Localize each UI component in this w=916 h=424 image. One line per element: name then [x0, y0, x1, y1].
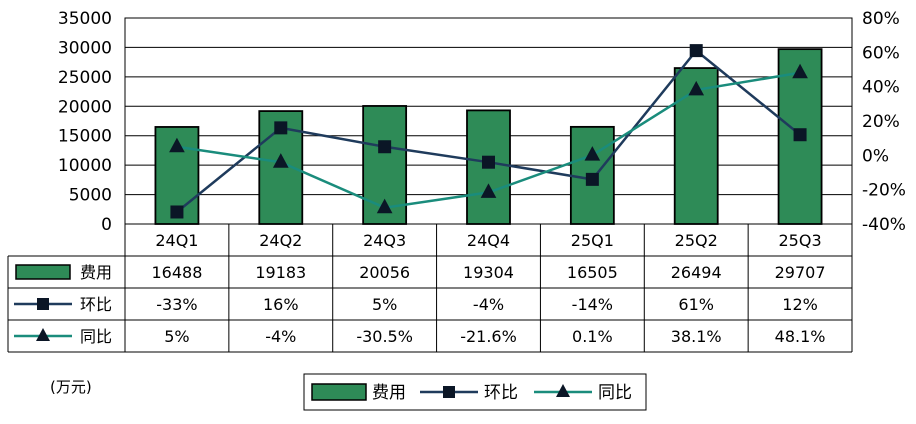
legend-label-同比: 同比: [598, 383, 632, 403]
table-cell: 5%: [372, 295, 397, 314]
row-label-同比: 同比: [80, 327, 112, 346]
x-tick-label: 25Q3: [779, 231, 822, 250]
table-cell: 16505: [567, 263, 618, 282]
y-right-tick-label: 0%: [862, 146, 889, 166]
x-tick-label: 25Q1: [571, 231, 614, 250]
marker-环比-25Q1: [585, 172, 599, 186]
row-label-环比: 环比: [80, 295, 112, 314]
y-left-tick-label: 10000: [58, 156, 112, 176]
marker-环比-25Q3: [793, 128, 807, 142]
table-cell: 12%: [782, 295, 818, 314]
table-cell: -4%: [265, 327, 296, 346]
table-cell: 19183: [255, 263, 306, 282]
x-tick-label: 24Q1: [155, 231, 198, 250]
legend-label-环比: 环比: [484, 383, 518, 403]
table-cell: 48.1%: [775, 327, 826, 346]
table-cell: 29707: [775, 263, 826, 282]
marker-同比-24Q4: [480, 183, 497, 198]
legend: 费用 环比 同比: [303, 373, 647, 411]
table-key-费用: [15, 264, 71, 280]
legend-key-marker-同比: [556, 384, 570, 397]
y-left-tick-label: 30000: [58, 38, 112, 58]
marker-同比-25Q1: [584, 146, 601, 161]
table-cell: 5%: [164, 327, 189, 346]
marker-同比-24Q2: [272, 153, 289, 168]
table-cell: 16488: [151, 263, 202, 282]
y-right-tick-label: 80%: [862, 9, 900, 29]
legend-key-费用: [311, 383, 367, 401]
line-series: [169, 44, 808, 219]
table-cell: -33%: [156, 295, 197, 314]
table-cell: 16%: [263, 295, 299, 314]
table-key-marker-同比: [36, 328, 50, 341]
legend-label-费用: 费用: [372, 383, 406, 403]
legend-key-marker-环比: [443, 386, 455, 398]
y-left-tick-label: 5000: [69, 186, 112, 206]
x-tick-label: 24Q4: [467, 231, 510, 250]
table-cell: 0.1%: [572, 327, 613, 346]
x-tick-label: 25Q2: [675, 231, 718, 250]
y-left-tick-label: 35000: [58, 9, 112, 29]
table-cell: 19304: [463, 263, 514, 282]
marker-同比-25Q3: [792, 63, 808, 79]
y-left-tick-label: 20000: [58, 97, 112, 117]
marker-环比-24Q1: [170, 205, 184, 219]
x-tick-label: 24Q3: [363, 231, 406, 250]
table-key-marker-环比: [37, 298, 49, 310]
table-cell: -14%: [572, 295, 613, 314]
y-left-tick-label: 15000: [58, 127, 112, 147]
bar-24Q4: [466, 109, 511, 225]
y-left-tick-label: 0: [101, 215, 112, 235]
marker-环比-24Q2: [274, 121, 288, 135]
table-cell: 20056: [359, 263, 410, 282]
axes: 0 5000 10000 15000 20000 25000 30000 35000 -40% -…: [58, 9, 906, 235]
table-cell: -21.6%: [460, 327, 517, 346]
marker-同比-24Q3: [376, 198, 393, 214]
row-label-费用: 费用: [80, 263, 112, 282]
marker-环比-25Q2: [689, 44, 703, 58]
marker-环比-24Q3: [378, 140, 392, 154]
data-table: 24Q1 24Q2 24Q3 24Q4 25Q1 25Q2 25Q3 费用 16488 19183…: [7, 223, 853, 353]
x-tick-label: 24Q2: [259, 231, 302, 250]
table-cell: 26494: [671, 263, 722, 282]
y-right-tick-label: 40%: [862, 78, 900, 98]
y-right-tick-label: 60%: [862, 43, 900, 63]
unit-label: (万元): [50, 378, 92, 396]
y-left-tick-label: 25000: [58, 68, 112, 88]
table-cell: -30.5%: [356, 327, 413, 346]
table-cell: 61%: [678, 295, 714, 314]
marker-同比-24Q1: [169, 137, 185, 153]
table-cell: 38.1%: [671, 327, 722, 346]
table-cell: -4%: [473, 295, 504, 314]
y-right-tick-label: -40%: [862, 215, 906, 235]
marker-环比-24Q4: [482, 155, 495, 169]
marker-同比-25Q2: [688, 80, 705, 96]
y-right-tick-label: -20%: [862, 181, 906, 201]
y-right-tick-label: 20%: [862, 112, 900, 132]
